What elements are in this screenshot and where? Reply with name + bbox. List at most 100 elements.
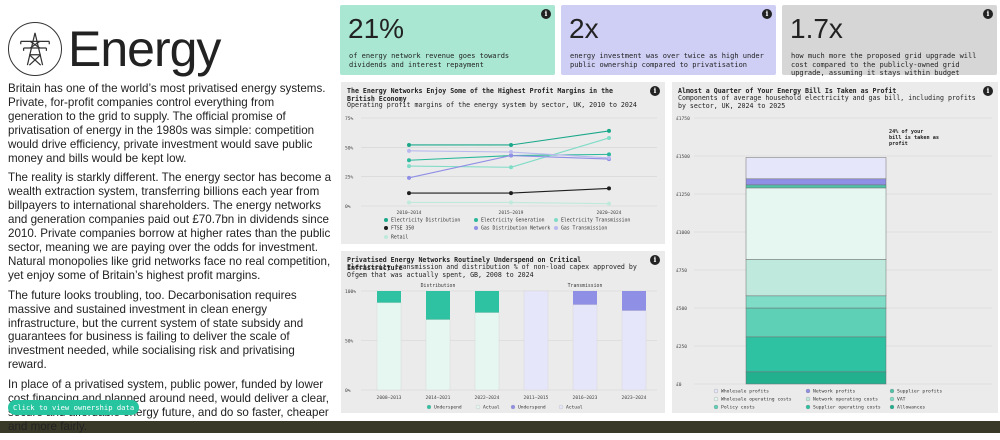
ownership-data-button[interactable]: Click to view ownership data [8,400,140,415]
data-point [607,152,611,157]
bill-segment [745,157,887,180]
x-tick-label: 2011–2015 [524,395,549,401]
legend-swatch [889,388,895,394]
profit-margins-chart: 75% 50% 25% 0% 2010–2014 2015–2019 2020–2024 El… [345,116,657,241]
x-tick-label: 2023–2024 [622,395,647,401]
series-line [408,153,610,161]
x-tick-label: 2008–2013 [377,395,402,401]
bill-segment [745,371,887,385]
group-label: Transmission [568,283,603,289]
stat-card-grid-upgrade: 1.7x how much more the proposed grid upg… [782,5,997,77]
legend-swatch [558,404,564,410]
x-tick-label: 2022–2024 [475,395,500,401]
legend-swatch [713,396,719,402]
y-tick-label: 0% [345,204,351,210]
actual-bar [523,290,549,391]
legend-swatch [426,404,432,410]
bill-segment [745,184,887,189]
chart-title: Privatised Energy Networks Routinely Und… [347,256,582,272]
legend-label: Network profits [813,389,856,395]
y-tick-label: £500 [676,306,687,312]
annotation-text: bill is taken as [889,135,939,141]
legend-label: VAT [897,397,906,403]
legend-swatch [384,226,388,230]
data-point [509,142,513,147]
series-line [409,187,610,194]
data-point [607,201,611,206]
series-line [408,137,610,168]
data-point [407,191,411,196]
data-point [407,142,411,147]
legend-swatch [805,388,811,394]
intro-paragraph: Britain has one of the world’s most priv… [8,82,326,165]
annotation-text: profit [889,141,908,147]
y-tick-label: £1750 [676,116,690,122]
chart-subtitle: Components of average household electric… [678,94,976,110]
chart-title: Almost a Quarter of Your Energy Bill Is … [678,87,897,95]
x-tick-label: 2016–2023 [573,395,598,401]
x-tick-label: 2010–2014 [397,210,422,216]
energy-bill-chart: £1750 £1500 £1250 £1000 £750 £500 £250 £0 24% of… [676,116,992,411]
legend-label: Wholesale profits [721,389,769,395]
info-icon[interactable]: i [762,9,772,19]
info-icon[interactable]: i [650,86,660,96]
legend-label: Actual [566,405,583,411]
data-point [607,135,611,140]
profit-margins-panel: The Energy Networks Enjoy Some of the Hi… [341,82,665,244]
intro-paragraph: The reality is starkly different. The en… [8,171,332,282]
stat-description: energy investment was over twice as high… [570,52,764,69]
stat-value: 1.7x [790,13,843,44]
legend-swatch [474,226,478,230]
y-tick-label: 75% [345,116,354,122]
underspend-bar [377,291,401,303]
data-point [407,158,411,163]
legend-swatch [889,404,895,410]
data-point [607,128,611,133]
data-point [509,150,513,155]
chart-subtitle: Operating profit margins of the energy s… [347,101,637,109]
x-tick-label: 2014–2021 [426,395,451,401]
legend-swatch [713,404,719,410]
pylon-icon [8,22,62,76]
stat-value: 2x [569,13,599,44]
legend-swatch [713,388,719,394]
underspend-bar [622,291,646,311]
legend-label: Electricity Transmission [561,218,630,224]
y-tick-label: £1000 [676,230,690,236]
chart-subtitle: Electricity transmission and distributio… [347,263,637,279]
bill-segment [745,336,887,373]
legend-swatch [554,218,558,222]
data-point [607,186,611,191]
footer-strip [0,421,1000,433]
info-icon[interactable]: i [650,255,660,265]
legend-label: Supplier operating costs [813,405,881,411]
bill-segment [745,259,887,297]
bill-segment [745,307,887,338]
legend-label: FTSE 350 [391,226,414,232]
legend-label: Underspend [434,405,462,411]
x-tick-label: 2015–2019 [499,210,524,216]
legend-label: Gas Distribution Network [481,226,550,232]
stat-description: how much more the proposed grid upgrade … [791,52,977,77]
legend-label: Gas Transmission [561,226,607,232]
legend-swatch [805,404,811,410]
info-icon[interactable]: i [983,86,993,96]
x-tick-label: 2020–2024 [597,210,622,216]
legend-label: Supplier profits [897,389,942,395]
series-line [409,201,610,205]
data-point [509,191,513,196]
bill-segment [745,187,887,260]
legend-label: Allowances [897,405,925,411]
stat-value: 21% [348,13,405,44]
info-icon[interactable]: i [983,9,993,19]
series-line [409,130,610,146]
energy-bill-panel: Almost a Quarter of Your Energy Bill Is … [672,82,998,413]
legend-swatch [384,218,388,222]
legend-label: Electricity Distribution [391,218,460,224]
data-point [407,148,411,153]
annotation-text: 24% of your [889,129,923,135]
underspend-bar [573,291,597,305]
info-icon[interactable]: i [541,9,551,19]
group-label: Distribution [421,283,456,289]
legend-swatch [554,226,558,230]
